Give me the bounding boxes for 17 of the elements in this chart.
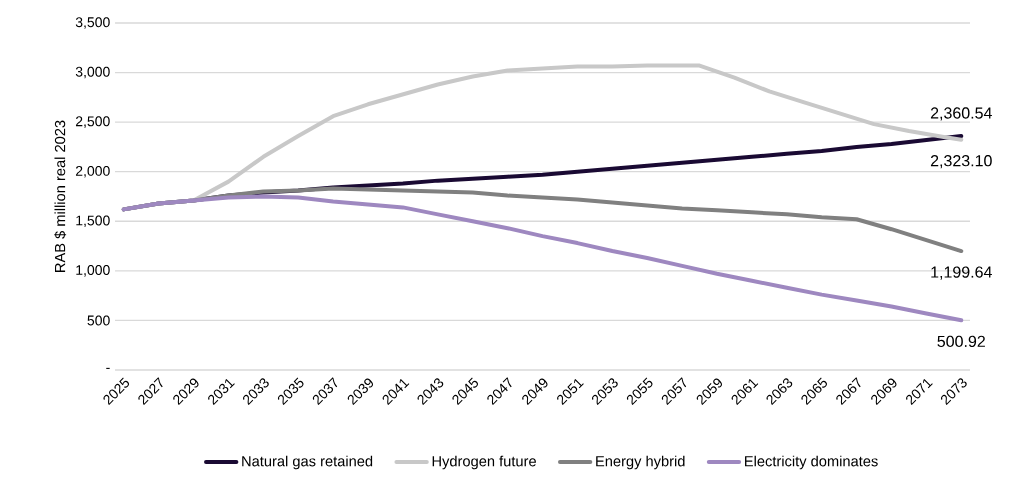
data-label: 1,199.64 (931, 266, 992, 280)
y-tick-label: 3,000 (75, 66, 110, 79)
y-tick-label: 1,500 (76, 215, 110, 228)
y-axis-title: RAB $ million real 2023 (54, 120, 67, 272)
y-tick-label: 1,000 (76, 265, 110, 277)
data-label: 2,360.54 (930, 107, 992, 121)
legend-label: Electricity dominates (745, 455, 878, 470)
y-tick-label: 3,500 (75, 17, 110, 29)
legend-label: Energy hybrid (596, 455, 685, 470)
y-tick-label: - (106, 367, 110, 369)
y-tick-label: 2,000 (75, 165, 110, 178)
data-label: 500.92 (937, 335, 985, 348)
y-tick-label: 500 (87, 315, 110, 326)
data-label: 2,323.10 (930, 155, 992, 169)
legend-label: Natural gas retained (242, 455, 373, 470)
legend-label: Hydrogen future (432, 455, 536, 470)
y-tick-label: 2,500 (75, 116, 110, 128)
